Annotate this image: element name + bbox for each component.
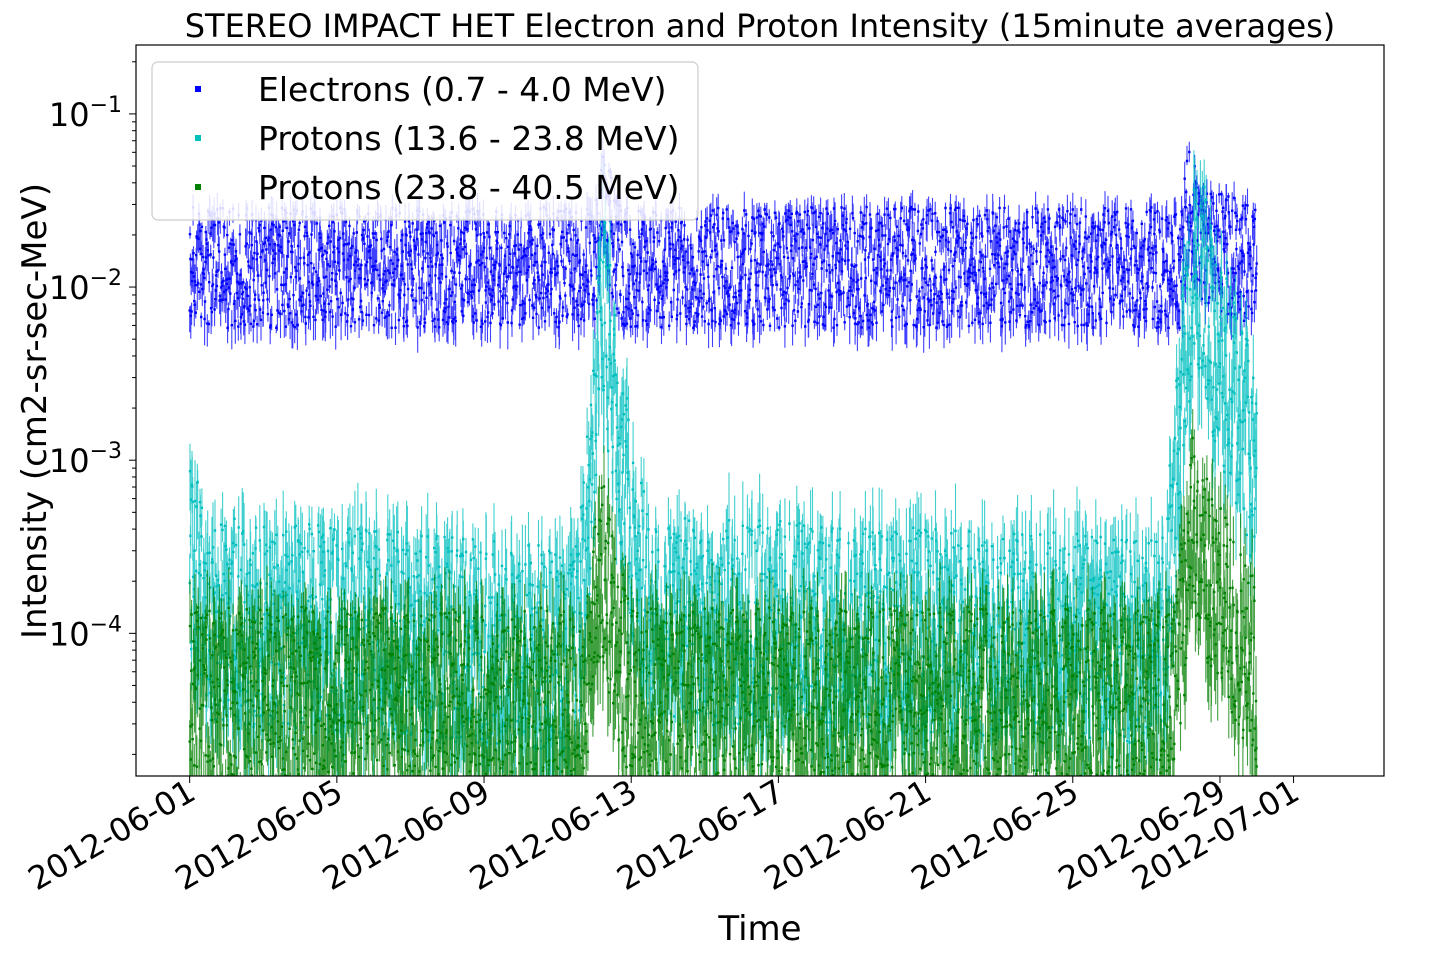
legend-marker-protons-low	[195, 135, 201, 141]
plot-area	[188, 138, 1258, 776]
chart-title: STEREO IMPACT HET Electron and Proton In…	[185, 7, 1336, 45]
plot-frame	[135, 44, 1385, 777]
x-tick-label: 2012-06-21	[758, 772, 938, 898]
x-tick-label: 2012-06-01	[22, 772, 202, 898]
data-points-2	[188, 436, 1258, 776]
y-tick-label: 10−1	[49, 93, 122, 134]
series-0	[188, 138, 1258, 353]
y-axis-label: Intensity (cm2-sr-sec-MeV)	[15, 183, 55, 639]
y-axis: 10−1 10−2 10−3 10−4	[49, 61, 136, 755]
legend-box	[151, 61, 699, 221]
legend-label-electrons: Electrons (0.7 - 4.0 MeV)	[258, 70, 666, 109]
data-points-0	[188, 150, 1258, 330]
y-tick-label: 10−3	[49, 439, 122, 480]
x-tick-label: 2012-06-17	[610, 772, 790, 898]
legend-marker-electrons	[195, 86, 201, 92]
x-axis-label: Time	[717, 909, 801, 949]
x-axis: 2012-06-012012-06-052012-06-092012-06-13…	[22, 772, 1306, 898]
series-2	[188, 409, 1258, 776]
legend-label-protons-high: Protons (23.8 - 40.5 MeV)	[258, 168, 680, 207]
x-tick-label: 2012-06-09	[316, 772, 496, 898]
y-tick-label: 10−2	[49, 266, 122, 307]
y-tick-label: 10−4	[49, 612, 122, 653]
legend: Electrons (0.7 - 4.0 MeV) Protons (13.6 …	[151, 61, 699, 221]
x-tick-label: 2012-06-25	[905, 772, 1085, 898]
legend-label-protons-low: Protons (13.6 - 23.8 MeV)	[258, 119, 680, 158]
x-tick-label: 2012-06-05	[169, 772, 349, 898]
legend-marker-protons-high	[195, 184, 201, 190]
x-tick-label: 2012-06-13	[463, 772, 643, 898]
